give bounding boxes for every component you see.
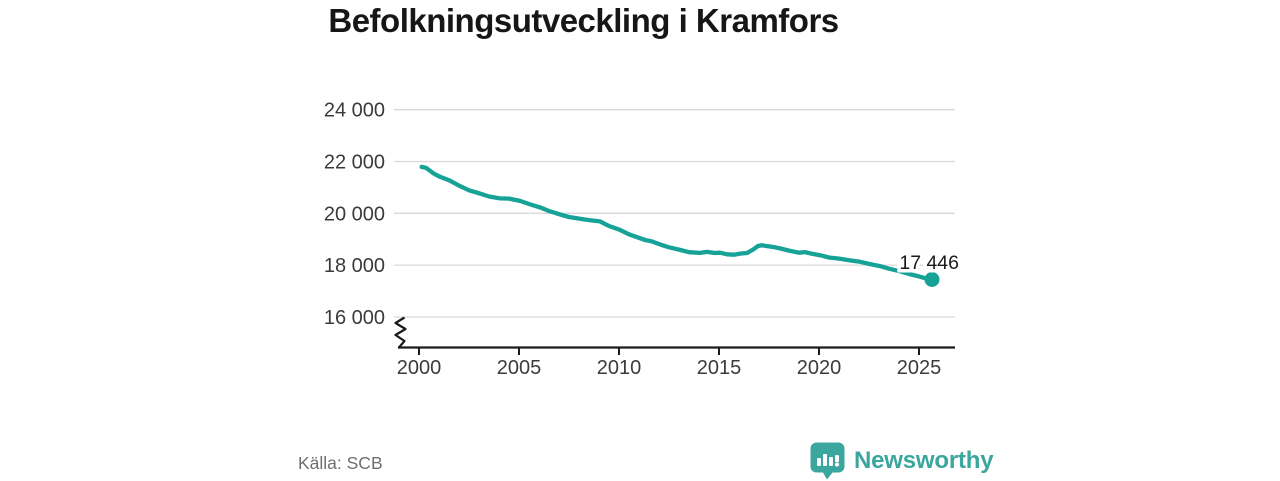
y-tick-label: 22 000 [324,152,385,174]
gridlines [394,109,955,318]
exclamation-bar [835,455,839,462]
x-axis-labels: 2000 2005 2010 2015 2020 2025 [397,357,942,379]
bar-1 [817,458,821,466]
x-tick-label: 2005 [497,357,542,379]
x-tick-label: 2015 [697,357,742,379]
end-value-label: 17 446 [899,252,959,274]
x-tick-label: 2020 [797,357,842,379]
y-tick-label: 24 000 [324,100,385,122]
x-axis-ticks [418,346,920,355]
y-tick-label: 18 000 [324,255,385,277]
x-tick-label: 2010 [597,357,642,379]
newsworthy-logo: Newsworthy [810,441,994,481]
axis-break-icon [394,316,407,349]
bar-2 [823,454,827,466]
exclamation-dot [834,462,840,467]
end-point-marker [924,272,940,287]
y-tick-label: 20 000 [324,203,385,225]
newsworthy-wordmark: Newsworthy [854,447,994,474]
x-tick-label: 2000 [397,357,442,379]
y-axis-labels: 24 000 22 000 20 000 18 000 16 000 [324,100,385,329]
newsworthy-icon [810,442,845,480]
bar-3 [829,457,833,466]
y-tick-label: 16 000 [324,307,385,329]
population-line [419,164,935,282]
source-label: Källa: SCB [298,453,383,473]
x-tick-label: 2025 [897,357,942,379]
chart-title: Befolkningsutveckling i Kramfors [328,2,839,39]
